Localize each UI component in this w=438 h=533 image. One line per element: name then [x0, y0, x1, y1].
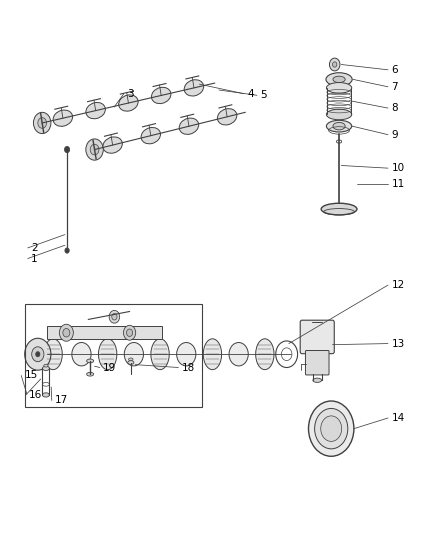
Ellipse shape [179, 118, 199, 134]
Ellipse shape [313, 378, 321, 382]
Text: 14: 14 [392, 413, 405, 423]
Circle shape [127, 329, 133, 336]
Text: 10: 10 [392, 163, 405, 173]
Ellipse shape [87, 359, 94, 363]
Circle shape [65, 248, 69, 253]
Text: 1: 1 [31, 254, 38, 263]
Ellipse shape [129, 358, 133, 361]
Circle shape [124, 343, 144, 366]
Text: 2: 2 [31, 243, 38, 253]
Text: 7: 7 [392, 82, 398, 92]
Ellipse shape [151, 339, 169, 369]
Circle shape [60, 324, 73, 341]
Ellipse shape [326, 109, 352, 120]
Circle shape [25, 338, 51, 370]
Ellipse shape [103, 137, 122, 154]
Ellipse shape [152, 87, 171, 103]
Text: 4: 4 [247, 88, 254, 99]
Circle shape [33, 112, 51, 134]
Circle shape [177, 343, 196, 366]
Ellipse shape [326, 120, 352, 132]
Text: 3: 3 [127, 88, 134, 99]
Bar [47, 326, 162, 339]
Circle shape [72, 343, 91, 366]
Ellipse shape [44, 339, 62, 369]
Text: 8: 8 [392, 103, 398, 113]
Text: 19: 19 [103, 362, 117, 373]
Ellipse shape [326, 83, 352, 93]
Circle shape [112, 313, 117, 320]
Circle shape [32, 347, 44, 362]
Ellipse shape [333, 123, 345, 130]
Ellipse shape [99, 339, 117, 369]
Circle shape [63, 328, 70, 337]
Circle shape [35, 352, 40, 357]
Text: 9: 9 [392, 130, 398, 140]
FancyBboxPatch shape [305, 351, 329, 375]
Text: 13: 13 [392, 338, 405, 349]
Ellipse shape [184, 80, 204, 96]
Text: 16: 16 [29, 390, 42, 400]
Ellipse shape [87, 373, 94, 376]
Circle shape [38, 118, 46, 128]
Bar [25, 304, 201, 407]
Circle shape [329, 58, 340, 71]
Ellipse shape [203, 339, 222, 369]
Ellipse shape [326, 72, 352, 86]
Circle shape [314, 408, 348, 449]
Text: 11: 11 [392, 179, 405, 189]
Circle shape [332, 62, 337, 67]
Ellipse shape [53, 110, 73, 126]
Circle shape [64, 147, 70, 153]
Ellipse shape [217, 109, 237, 125]
Circle shape [86, 139, 103, 160]
Ellipse shape [141, 127, 160, 144]
Ellipse shape [321, 203, 357, 215]
Ellipse shape [42, 366, 49, 370]
Ellipse shape [86, 102, 106, 119]
Text: 17: 17 [55, 395, 68, 406]
FancyBboxPatch shape [300, 320, 334, 354]
Ellipse shape [42, 393, 49, 397]
Ellipse shape [256, 339, 274, 369]
Ellipse shape [333, 76, 345, 83]
Circle shape [124, 325, 136, 340]
Circle shape [229, 343, 248, 366]
Text: 12: 12 [392, 280, 405, 290]
Circle shape [90, 144, 99, 155]
Text: 6: 6 [392, 65, 398, 75]
Ellipse shape [128, 361, 134, 365]
Circle shape [321, 416, 342, 441]
Circle shape [308, 401, 354, 456]
Text: 5: 5 [261, 90, 267, 100]
Ellipse shape [44, 365, 48, 367]
Ellipse shape [119, 95, 138, 111]
Circle shape [109, 310, 120, 323]
Text: 18: 18 [182, 362, 195, 373]
Text: 15: 15 [25, 370, 38, 381]
